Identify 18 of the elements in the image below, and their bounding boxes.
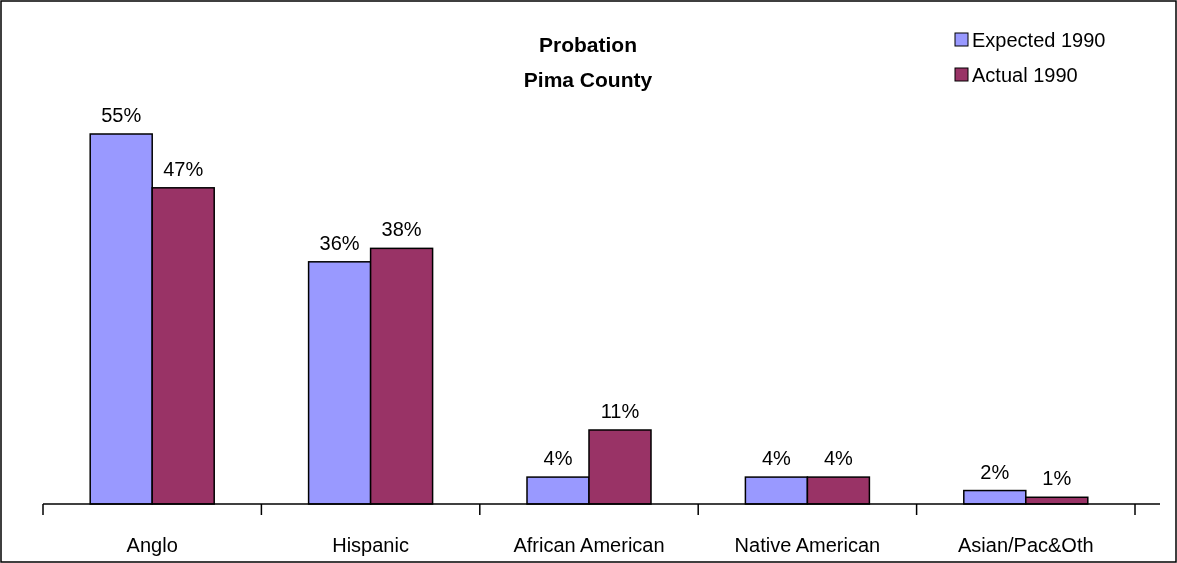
data-label: 47% <box>163 157 204 180</box>
data-label: 38% <box>381 218 422 241</box>
legend-label: Actual 1990 <box>972 64 1078 86</box>
x-tick-label: Anglo <box>126 534 178 556</box>
data-label: 4% <box>761 447 792 470</box>
legend-label: Expected 1990 <box>972 29 1106 51</box>
data-label: 4% <box>543 447 573 470</box>
data-label: 11% <box>600 400 640 422</box>
data-label: 36% <box>319 231 360 254</box>
x-tick-label: Hispanic <box>332 534 409 556</box>
x-tick-label: Asian/Pac&Oth <box>957 534 1094 556</box>
data-label: 4% <box>823 447 854 470</box>
x-tick-label: African American <box>513 534 665 556</box>
x-tick-label: Native American <box>734 534 881 556</box>
data-label: 2% <box>980 460 1010 483</box>
chart-title: Probation Pima County <box>523 33 653 91</box>
data-label: 55% <box>101 104 142 126</box>
data-label: 1% <box>1042 467 1072 490</box>
